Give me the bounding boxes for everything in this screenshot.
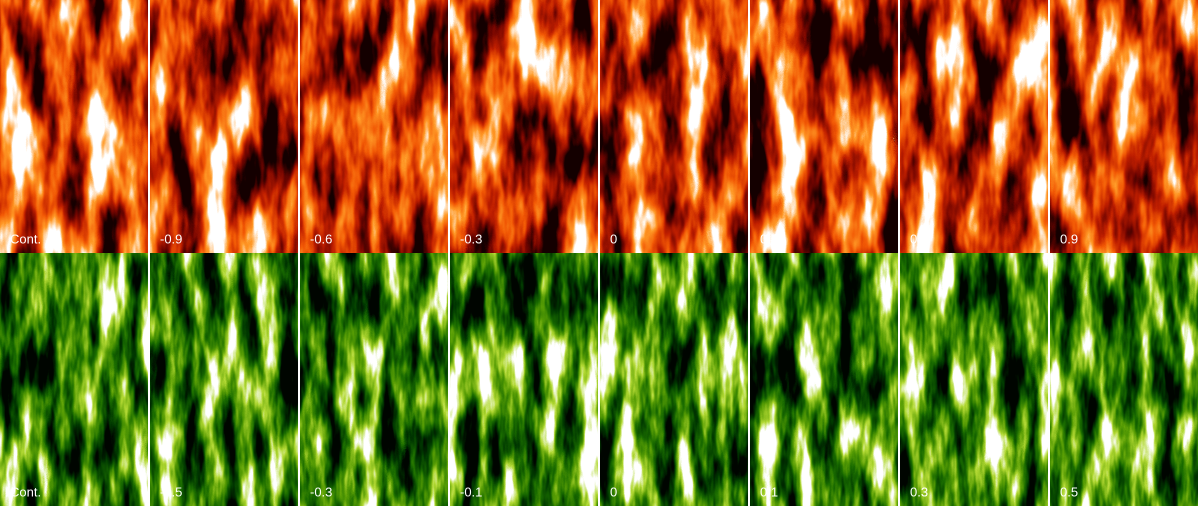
image-panel (300, 253, 448, 506)
image-panel (750, 0, 898, 253)
image-panel (600, 253, 748, 506)
panel-label: -0.1 (460, 484, 482, 499)
image-panel (900, 253, 1048, 506)
panel-label: 0.3 (760, 231, 778, 246)
panel-label: 0.3 (910, 484, 928, 499)
panel-label: -0.5 (160, 484, 182, 499)
panel-label: -0.9 (160, 231, 182, 246)
panel-label: -0.3 (310, 484, 332, 499)
image-panel (600, 0, 748, 253)
image-panel (750, 253, 898, 506)
panel-label: 0.9 (1060, 231, 1078, 246)
image-panel (150, 253, 298, 506)
image-panel (1050, 0, 1198, 253)
panel-label: 0.6 (910, 231, 928, 246)
image-panel (450, 253, 598, 506)
image-panel (1050, 253, 1198, 506)
image-panel (450, 0, 598, 253)
panel-label: 0 (610, 231, 617, 246)
image-panel (150, 0, 298, 253)
panel-label: -0.3 (460, 231, 482, 246)
image-panel (0, 0, 148, 253)
panel-label: Cont. (10, 484, 41, 499)
panel-label: 0.5 (1060, 484, 1078, 499)
image-panel (300, 0, 448, 253)
panel-label: Cont. (10, 231, 41, 246)
panel-label: 0.1 (760, 484, 778, 499)
image-panel (0, 253, 148, 506)
panel-label: 0 (610, 484, 617, 499)
panel-label: -0.6 (310, 231, 332, 246)
image-panel (900, 0, 1048, 253)
